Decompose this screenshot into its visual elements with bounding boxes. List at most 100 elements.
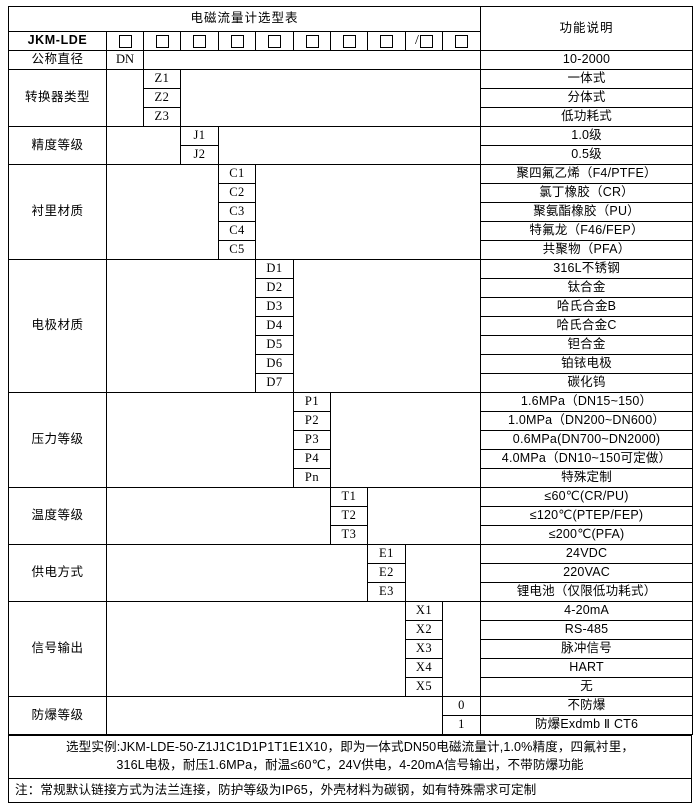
param-label: 公称直径 xyxy=(8,50,107,70)
example-line-2: 316L电极，耐压1.6MPa，耐温≤60℃，24V供电，4-20mA信号输出，… xyxy=(116,758,584,773)
option-code[interactable]: D1 xyxy=(255,259,294,279)
selector-checkbox[interactable] xyxy=(118,34,132,48)
option-code[interactable]: C4 xyxy=(218,221,256,241)
option-code[interactable]: X1 xyxy=(405,601,443,621)
selection-example-cell: 选型实例:JKM-LDE-50-Z1J1C1D1P1T1E1X10，即为一体式D… xyxy=(8,735,692,779)
option-code[interactable]: C3 xyxy=(218,202,256,222)
option-code[interactable]: C1 xyxy=(218,164,256,184)
option-code[interactable]: Z2 xyxy=(143,88,181,108)
table-row: C4 特氟龙（F46/FEP） xyxy=(9,221,694,241)
selector-checkbox[interactable] xyxy=(193,34,206,48)
option-code[interactable]: D2 xyxy=(255,278,294,298)
selector-box-cell-3[interactable] xyxy=(180,31,219,51)
option-code[interactable]: Z1 xyxy=(143,69,181,89)
table-row: 压力等级 P1 1.6MPa（DN15~150） xyxy=(8,392,694,488)
param-label: 供电方式 xyxy=(8,544,107,602)
selector-box-cell-5[interactable] xyxy=(255,31,294,51)
table-row: D2 钛合金 xyxy=(9,278,694,298)
selection-table-body: 电磁流量计选型表 功能说明 JKM-LDE / 公称直径 DN 10-2000 转换器类型 … xyxy=(7,6,694,735)
example-line-1: 选型实例:JKM-LDE-50-Z1J1C1D1P1T1E1X10，即为一体式D… xyxy=(65,740,635,754)
title-row: 电磁流量计选型表 功能说明 xyxy=(7,6,694,51)
table-row: 衬里材质 C1 聚四氟乙烯（F4/PTFE） xyxy=(8,164,694,260)
param-label: 压力等级 xyxy=(8,392,107,488)
selector-box-cell-7[interactable] xyxy=(330,31,368,51)
selector-checkbox[interactable] xyxy=(455,34,469,48)
option-code[interactable]: D7 xyxy=(255,373,294,393)
model-prefix: JKM-LDE xyxy=(8,31,107,51)
option-code[interactable]: X5 xyxy=(405,677,443,697)
general-note-cell: 注：常规默认链接方式为法兰连接，防护等级为IP65，外壳材料为碳钢，如有特殊需求… xyxy=(8,777,692,803)
option-code[interactable]: J1 xyxy=(180,126,219,146)
option-code[interactable]: T3 xyxy=(330,525,368,545)
option-description: 哈氏合金C xyxy=(480,316,694,336)
option-description: 碳化钨 xyxy=(480,373,694,393)
blank-left xyxy=(106,696,443,735)
option-code[interactable]: C5 xyxy=(218,240,256,260)
option-code[interactable]: 1 xyxy=(441,715,482,735)
option-code[interactable]: Pn xyxy=(293,468,331,488)
selector-box-cell-9[interactable]: / xyxy=(405,31,443,51)
selector-box-cell-6[interactable] xyxy=(293,31,331,51)
blank-left xyxy=(106,164,219,260)
table-row: C2 氯丁橡胶（CR） xyxy=(9,183,694,203)
selection-table: 电磁流量计选型表 功能说明 JKM-LDE / 公称直径 DN 10-2000 转换器类型 … xyxy=(7,6,694,735)
option-code[interactable]: P1 xyxy=(293,392,331,412)
model-row: JKM-LDE / xyxy=(8,31,693,51)
option-code[interactable]: P4 xyxy=(293,449,331,469)
option-description: 特氟龙（F46/FEP） xyxy=(480,221,694,241)
option-description: 不防爆 xyxy=(480,696,694,716)
option-code[interactable]: D4 xyxy=(255,316,294,336)
option-code[interactable]: C2 xyxy=(218,183,256,203)
option-description: 4.0MPa（DN10~150可定做） xyxy=(480,449,694,469)
option-description: 防爆Exdmb Ⅱ CT6 xyxy=(480,715,694,735)
option-code[interactable]: D3 xyxy=(255,297,294,317)
param-label: 防爆等级 xyxy=(8,696,107,735)
blank-right xyxy=(217,126,482,165)
blank-right xyxy=(179,69,482,127)
option-description: 一体式 xyxy=(480,69,694,89)
blank-right xyxy=(254,164,482,260)
option-code[interactable]: X4 xyxy=(405,658,443,678)
option-code[interactable]: D6 xyxy=(255,354,294,374)
selector-checkbox[interactable] xyxy=(155,34,169,48)
option-code[interactable]: J2 xyxy=(180,145,219,165)
option-code[interactable]: P2 xyxy=(293,411,331,431)
option-code[interactable]: X2 xyxy=(405,620,443,640)
footer-notes: 选型实例:JKM-LDE-50-Z1J1C1D1P1T1E1X10，即为一体式D… xyxy=(8,735,692,803)
selector-checkbox[interactable] xyxy=(268,34,281,48)
option-code[interactable]: T2 xyxy=(330,506,368,526)
selector-checkbox[interactable] xyxy=(380,34,393,48)
table-row: D5 钽合金 xyxy=(9,335,694,355)
table-row: 温度等级 T1 ≤60℃(CR/PU) xyxy=(8,487,694,545)
option-description: 特殊定制 xyxy=(480,468,694,488)
option-description: 0.6MPa(DN700~DN2000) xyxy=(480,430,694,450)
param-label: 转换器类型 xyxy=(8,69,107,127)
option-code[interactable]: 0 xyxy=(441,696,482,716)
selector-box-cell-4[interactable] xyxy=(218,31,256,51)
option-code[interactable]: D5 xyxy=(255,335,294,355)
selector-checkbox[interactable] xyxy=(342,34,356,48)
table-row: D4 哈氏合金C xyxy=(9,316,694,336)
option-code[interactable]: E2 xyxy=(367,563,406,583)
note-row: 注：常规默认链接方式为法兰连接，防护等级为IP65，外壳材料为碳钢，如有特殊需求… xyxy=(8,777,692,803)
selector-box-cell-2[interactable] xyxy=(143,31,181,51)
blank-right xyxy=(329,392,482,488)
selector-box-cell-10[interactable] xyxy=(441,31,482,51)
selector-checkbox[interactable] xyxy=(305,34,319,48)
blank-left xyxy=(106,487,331,545)
blank-right xyxy=(142,50,482,70)
selector-box-cell-8[interactable] xyxy=(367,31,406,51)
option-code[interactable]: E3 xyxy=(367,582,406,602)
selector-checkbox[interactable] xyxy=(230,34,244,48)
blank-left xyxy=(106,601,406,697)
option-code[interactable]: Z3 xyxy=(143,107,181,127)
blank-right xyxy=(366,487,482,545)
selector-checkbox[interactable] xyxy=(419,34,433,48)
option-description: 316L不锈钢 xyxy=(480,259,694,279)
option-code[interactable]: E1 xyxy=(367,544,406,564)
option-code[interactable]: X3 xyxy=(405,639,443,659)
selector-box-cell-1[interactable] xyxy=(106,31,144,51)
option-code[interactable]: T1 xyxy=(330,487,368,507)
table-row: 公称直径 DN 10-2000 xyxy=(8,50,694,70)
option-code[interactable]: P3 xyxy=(293,430,331,450)
